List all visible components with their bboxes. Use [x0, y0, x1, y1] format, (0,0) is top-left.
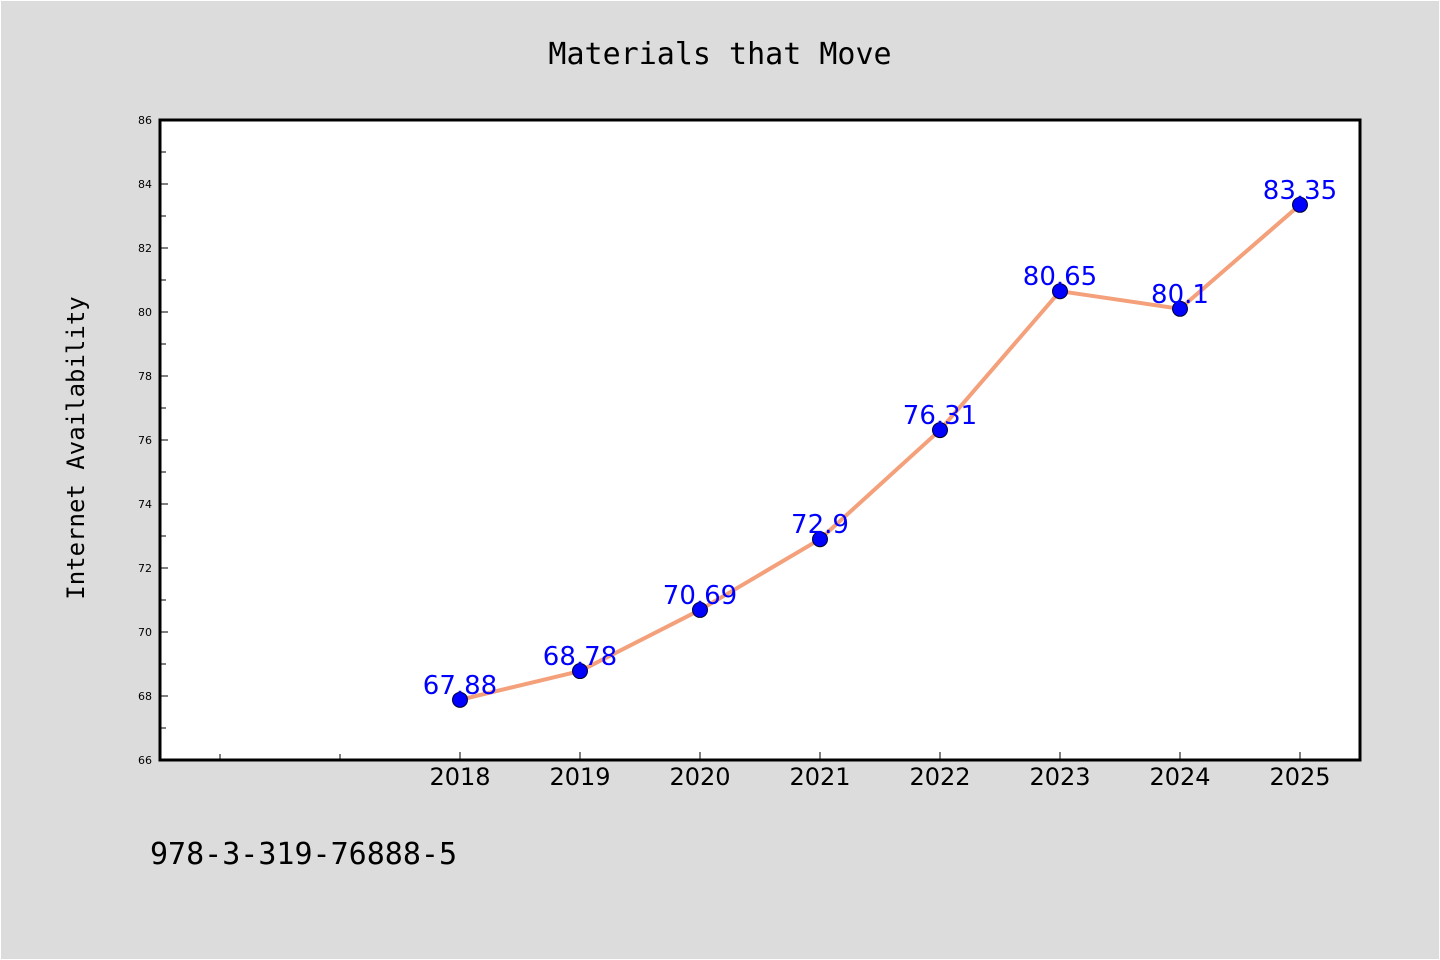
series-line [458, 202, 1302, 702]
y-tick-label: 86 [138, 114, 152, 127]
footer-text: 978-3-319-76888-5 [150, 837, 457, 872]
y-tick-label: 66 [138, 754, 152, 767]
data-label: 68.78 [543, 642, 617, 672]
data-label: 76.31 [903, 401, 977, 431]
data-label: 72.9 [791, 510, 849, 540]
y-axis-label: Internet Availability [62, 296, 90, 599]
y-tick-label: 72 [138, 562, 152, 575]
x-tick-label: 2025 [1269, 763, 1330, 791]
y-tick-label: 70 [138, 626, 152, 639]
data-point [452, 691, 468, 708]
data-point [1052, 283, 1068, 300]
data-label: 80.1 [1151, 280, 1209, 310]
y-tick-label: 80 [138, 306, 152, 319]
x-tick-label: 2020 [669, 763, 730, 791]
data-label: 67.88 [423, 671, 497, 701]
y-tick-label: 68 [138, 690, 152, 703]
data-label: 83.35 [1263, 176, 1337, 206]
y-tick-label: 78 [138, 370, 152, 383]
y-tick-label: 82 [138, 242, 152, 255]
x-tick-label: 2023 [1029, 763, 1090, 791]
y-tick-label: 74 [138, 498, 152, 511]
data-point [812, 531, 828, 548]
plot-frame [158, 118, 1362, 762]
x-tick-label: 2018 [429, 763, 490, 791]
data-point [1172, 300, 1188, 317]
x-tick-label: 2021 [789, 763, 850, 791]
x-tick-label: 2024 [1149, 763, 1210, 791]
x-tick-label: 2019 [549, 763, 610, 791]
data-point [572, 663, 588, 680]
data-point [932, 422, 948, 439]
y-tick-label: 76 [138, 434, 152, 447]
data-label: 70.69 [663, 581, 737, 611]
data-point [1292, 196, 1308, 213]
x-tick-label: 2022 [909, 763, 970, 791]
y-tick-label: 84 [138, 178, 152, 191]
plot-area: 66 68 70 72 74 76 78 80 82 84 86 2018 2019 2020 2021 20… [138, 114, 1362, 791]
data-label: 80.65 [1023, 262, 1097, 292]
data-point [692, 601, 708, 618]
chart-title: Materials that Move [548, 37, 891, 72]
